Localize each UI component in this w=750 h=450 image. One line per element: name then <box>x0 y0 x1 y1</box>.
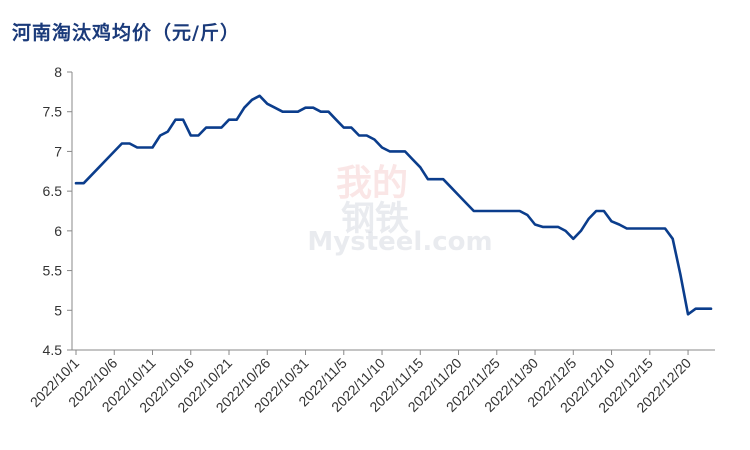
y-tick-label: 6 <box>54 223 62 239</box>
watermark: 我的 钢铁 Mysteel.com <box>307 163 492 257</box>
y-tick-label: 7 <box>54 143 62 159</box>
y-tick-label: 7.5 <box>43 104 63 120</box>
watermark-top: 我的 <box>336 163 408 204</box>
axes <box>71 72 715 351</box>
price-line <box>74 94 713 316</box>
y-tick-label: 8 <box>54 64 62 80</box>
y-tick-label: 5 <box>54 302 62 318</box>
series-group <box>74 94 713 316</box>
y-tick-label: 4.5 <box>43 342 63 358</box>
y-axis-ticks: 4.5 5 5.5 6 6.5 7 7.5 8 <box>43 64 72 358</box>
chart-title: 河南淘汰鸡均价（元/斤） <box>12 22 240 44</box>
watermark-middle: 钢铁 <box>341 199 409 239</box>
y-tick-label: 6.5 <box>43 183 63 199</box>
x-axis-ticks: 2022/10/12022/10/62022/10/112022/10/1620… <box>27 350 694 416</box>
watermark-bottom: Mysteel.com <box>307 227 492 257</box>
y-tick-label: 5.5 <box>43 263 63 279</box>
